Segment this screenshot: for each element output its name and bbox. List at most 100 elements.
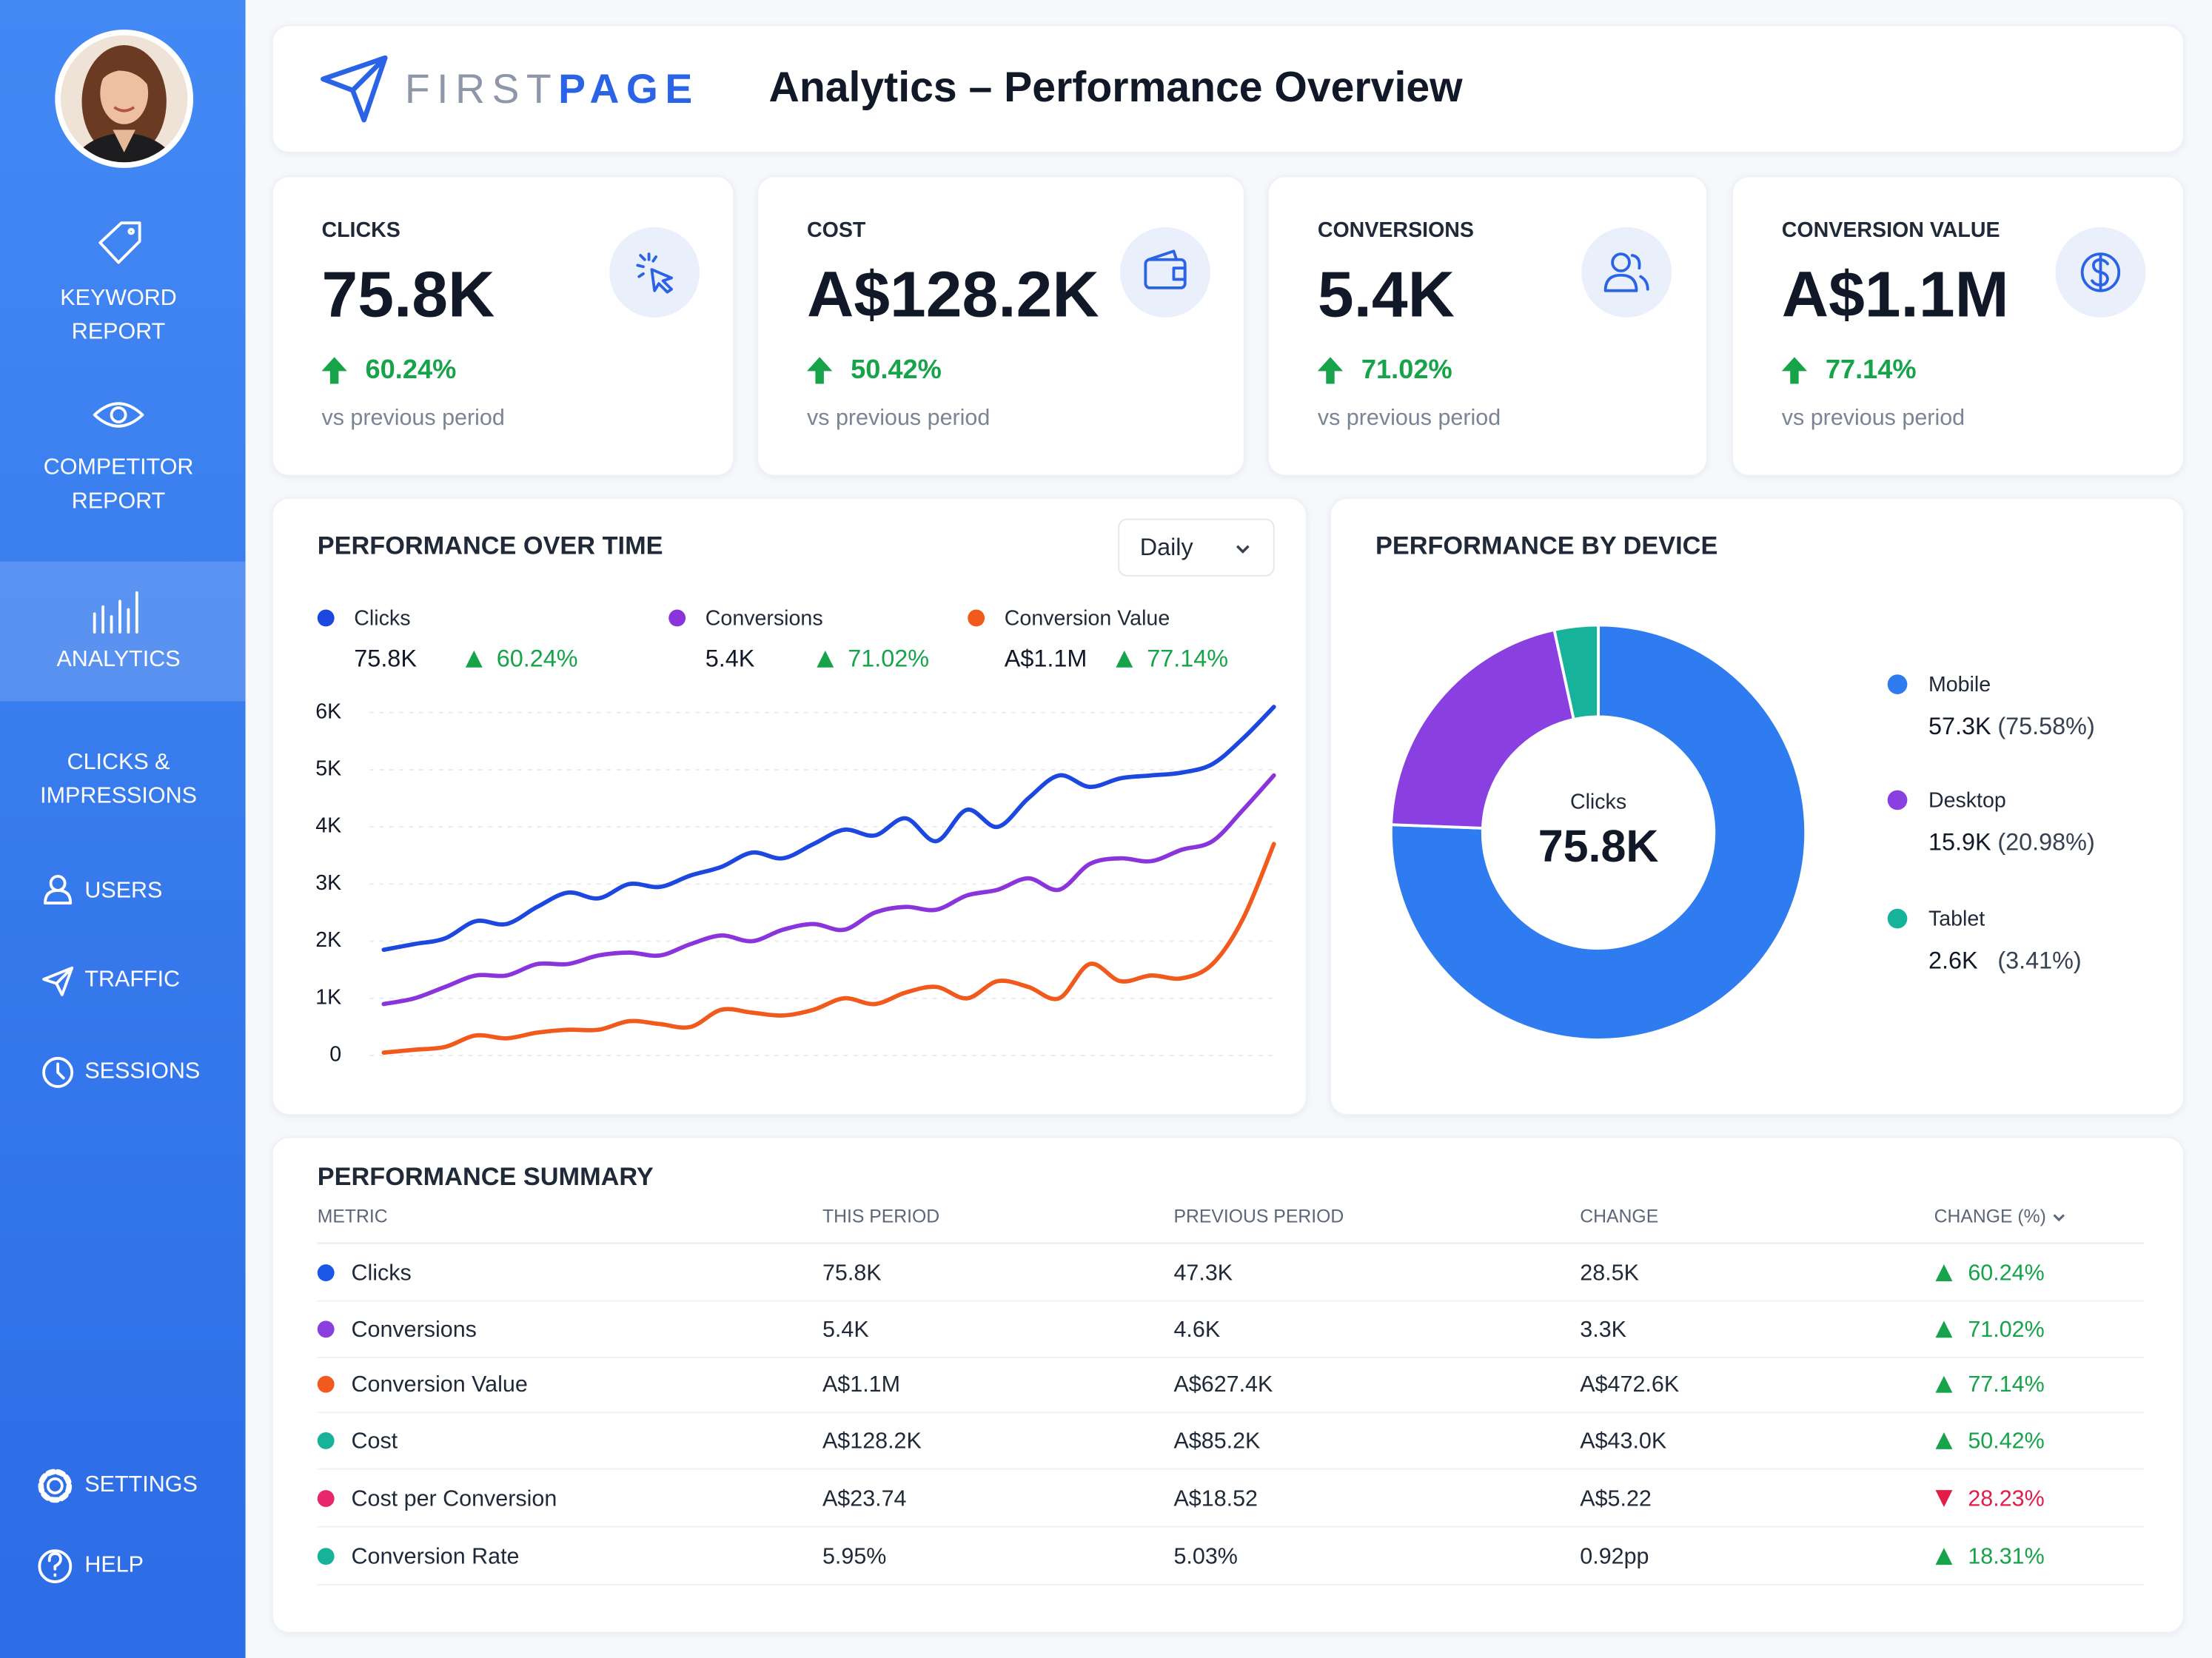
eye-pupil (110, 406, 127, 423)
legend-dot (1887, 790, 1908, 810)
table-cell: A$43.0K (1580, 1428, 1666, 1453)
kpi-change: 77.14% (1826, 354, 1917, 384)
up-triangle (1935, 1375, 1953, 1393)
up-arrow (1781, 357, 1808, 384)
legend-label: Mobile (1928, 673, 1991, 697)
icon-bg (1120, 226, 1211, 318)
table-cell: A$5.22 (1580, 1486, 1652, 1511)
up-arrow (1317, 357, 1344, 384)
avatar[interactable] (55, 28, 194, 170)
row-dot (317, 1264, 335, 1281)
table-cell: A$23.74 (822, 1486, 907, 1511)
table-cell: 4.6K (1173, 1317, 1220, 1342)
dropdown[interactable]: Daily (1118, 518, 1275, 577)
legend-label: Tablet (1928, 907, 1985, 931)
bars-icon (93, 591, 138, 634)
donut-slice (1390, 628, 1576, 830)
table-cell: 5.4K (822, 1317, 869, 1342)
table-cell: A$18.52 (1173, 1486, 1258, 1511)
chevron (1236, 545, 1250, 554)
clock-hands (56, 1062, 65, 1080)
donut-center-value: 75.8K (1538, 821, 1659, 871)
kpi-note: vs previous period (321, 405, 504, 430)
brand-light: FIRST (405, 66, 558, 112)
table-title: PERFORMANCE SUMMARY (318, 1163, 654, 1191)
nav-item[interactable]: HELP (84, 1553, 144, 1578)
nav-item[interactable]: ANALYTICS (56, 648, 181, 672)
nav-item[interactable]: SESSIONS (84, 1059, 201, 1084)
kpi-value: 75.8K (321, 258, 495, 330)
table-cell: 3.3K (1580, 1317, 1626, 1342)
page-title: Analytics – Performance Overview (769, 64, 1464, 111)
active-layer (0, 561, 246, 702)
nav-item[interactable]: COMPETITOR REPORT (43, 455, 194, 514)
legend-percent: (20.98%) (1997, 829, 2094, 856)
table-cell: 75.8K (822, 1261, 882, 1286)
legend-percent: (3.41%) (1997, 947, 2081, 974)
tag-hole (127, 227, 135, 235)
row-dot (317, 1432, 335, 1449)
legend-count: 57.3K (1928, 713, 1991, 739)
table-cell: 28.5K (1580, 1261, 1639, 1286)
users-detail (1603, 254, 1649, 292)
help-icon (38, 1549, 73, 1583)
table-cell: Conversion Value (351, 1372, 527, 1397)
column-header: CHANGE (%) (1934, 1207, 2046, 1227)
legend-percent: (75.58%) (1997, 713, 2094, 739)
dollar-sign (2091, 254, 2109, 291)
y-tick-label: 0 (329, 1043, 341, 1067)
table-cell: 60.24% (1968, 1261, 2044, 1286)
nav-item[interactable]: KEYWORD REPORT (60, 286, 177, 345)
gear-icon-teeth (38, 1469, 73, 1503)
kpi-value: 5.4K (1318, 258, 1455, 330)
table-cell: A$1.1M (822, 1372, 900, 1397)
legend-change: 71.02% (848, 645, 929, 672)
row-dot (317, 1320, 335, 1338)
chart-title: PERFORMANCE OVER TIME (318, 532, 663, 560)
donut-center-label: Clicks (1570, 790, 1626, 813)
kpi-label: CLICKS (321, 218, 400, 242)
table-cell: 77.14% (1968, 1372, 2044, 1397)
table-cell: A$472.6K (1580, 1372, 1679, 1397)
sidebar-icons (38, 221, 144, 1583)
up-triangle (1935, 1548, 1953, 1565)
up-triangle (1935, 1432, 1953, 1449)
y-tick-label: 1K (315, 985, 341, 1009)
dropdown-label: Daily (1140, 534, 1194, 560)
y-tick-label: 3K (315, 871, 341, 895)
eye-icon (93, 402, 144, 428)
series-line (381, 842, 1276, 1055)
nav-item[interactable]: TRAFFIC (84, 967, 181, 993)
y-tick-label: 6K (315, 699, 341, 723)
table-cell: 71.02% (1968, 1317, 2044, 1342)
row-dot (317, 1375, 335, 1393)
donut-slice (1390, 623, 1808, 1041)
column-header: METRIC (318, 1207, 388, 1227)
table-cell: Cost (351, 1428, 398, 1453)
row-dot (317, 1490, 335, 1508)
sort-chevron (2053, 1214, 2065, 1222)
up-triangle (1935, 1320, 1953, 1338)
kpi-change: 50.42% (851, 354, 942, 384)
legend-change: 77.14% (1147, 645, 1228, 672)
table-cell: Clicks (351, 1261, 411, 1286)
legend-dot (1887, 908, 1908, 929)
header-card (271, 24, 2185, 153)
up-triangle (465, 650, 483, 668)
kpi-note: vs previous period (807, 405, 990, 430)
users-icon (1611, 252, 1631, 272)
nav-item[interactable]: USERS (84, 879, 163, 904)
kpi-icons (609, 226, 2146, 318)
table-cell: A$128.2K (822, 1428, 922, 1453)
table-cell: A$85.2K (1173, 1428, 1260, 1453)
y-tick-label: 5K (315, 756, 341, 780)
legend-total: 5.4K (706, 645, 755, 672)
kpi-change: 71.02% (1361, 354, 1452, 384)
legend-dot (668, 609, 686, 627)
nav-item[interactable]: SETTINGS (84, 1473, 198, 1497)
legend-count: 15.9K (1928, 829, 1991, 856)
help-mark (47, 1552, 62, 1577)
nav-item[interactable]: CLICKS & IMPRESSIONS (40, 751, 197, 809)
